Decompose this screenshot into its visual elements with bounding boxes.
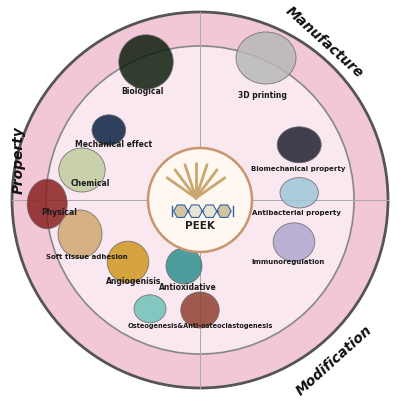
Circle shape bbox=[46, 46, 354, 354]
Ellipse shape bbox=[236, 32, 296, 84]
Text: Modification: Modification bbox=[293, 323, 375, 398]
Text: Antibacterial property: Antibacterial property bbox=[252, 210, 340, 216]
Ellipse shape bbox=[166, 248, 202, 284]
Text: Immunoregulation: Immunoregulation bbox=[251, 259, 325, 265]
Text: Osteogenesis&Anti-osteoclastogenesis: Osteogenesis&Anti-osteoclastogenesis bbox=[127, 323, 273, 329]
Text: Angiogenisis: Angiogenisis bbox=[106, 278, 162, 286]
Ellipse shape bbox=[280, 178, 318, 208]
Text: Mechanical effect: Mechanical effect bbox=[76, 140, 152, 149]
Text: Property: Property bbox=[12, 126, 26, 194]
Text: Biomechanical property: Biomechanical property bbox=[251, 166, 345, 172]
Text: PEEK: PEEK bbox=[185, 222, 215, 231]
Circle shape bbox=[12, 12, 388, 388]
Ellipse shape bbox=[134, 295, 166, 323]
Ellipse shape bbox=[92, 115, 126, 145]
Ellipse shape bbox=[119, 35, 173, 89]
Ellipse shape bbox=[181, 292, 219, 328]
Text: 3D printing: 3D printing bbox=[238, 92, 286, 100]
Ellipse shape bbox=[107, 241, 149, 283]
Ellipse shape bbox=[27, 179, 67, 229]
Text: Antioxidative: Antioxidative bbox=[159, 284, 217, 292]
Circle shape bbox=[148, 148, 252, 252]
Ellipse shape bbox=[59, 148, 105, 192]
Ellipse shape bbox=[273, 223, 315, 261]
Ellipse shape bbox=[277, 127, 321, 163]
Text: Chemical: Chemical bbox=[70, 179, 110, 188]
Text: Manufacture: Manufacture bbox=[282, 4, 366, 80]
Text: Soft tissue adhesion: Soft tissue adhesion bbox=[46, 254, 128, 260]
Ellipse shape bbox=[58, 210, 102, 258]
Text: Biological: Biological bbox=[121, 88, 163, 96]
Text: Physical: Physical bbox=[41, 208, 77, 217]
